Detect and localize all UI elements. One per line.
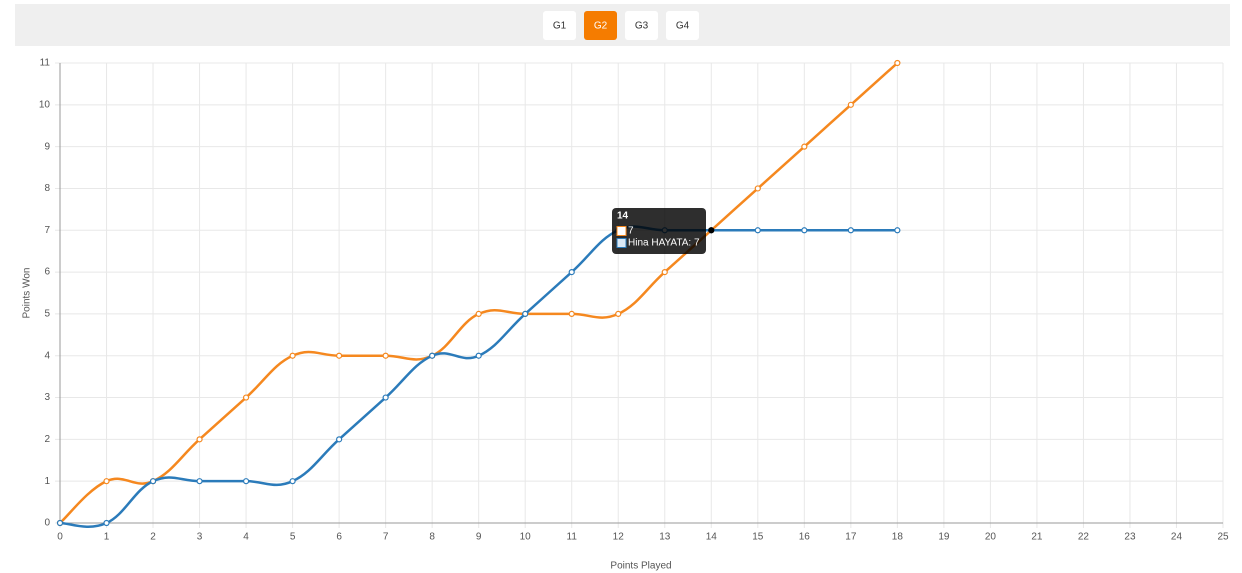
y-tick-label: 1 xyxy=(44,476,50,487)
data-point[interactable] xyxy=(242,478,250,485)
data-point[interactable] xyxy=(615,310,622,318)
data-point[interactable] xyxy=(382,352,389,359)
x-tick-label: 3 xyxy=(197,532,203,543)
data-point[interactable] xyxy=(568,310,575,318)
y-axis-title: Points Won xyxy=(22,268,33,319)
x-tick-label: 23 xyxy=(1124,532,1136,543)
tab-label[interactable]: G2 xyxy=(594,21,608,32)
data-point[interactable] xyxy=(475,352,482,359)
x-tick-label: 2 xyxy=(150,532,156,543)
x-tick-label: 22 xyxy=(1078,532,1090,543)
x-tick-label: 5 xyxy=(290,532,296,543)
x-tick-label: 4 xyxy=(243,532,249,543)
tab-label[interactable]: G4 xyxy=(676,21,690,32)
data-point[interactable] xyxy=(475,310,482,318)
data-point[interactable] xyxy=(661,268,668,276)
x-tick-label: 1 xyxy=(104,532,110,543)
data-point[interactable] xyxy=(289,352,296,359)
x-tick-label: 20 xyxy=(985,532,997,543)
tab-group: G1 G2 G3 G4 xyxy=(543,11,699,40)
tooltip-item: 7 xyxy=(628,226,634,237)
data-point[interactable] xyxy=(801,227,808,234)
tab[interactable] xyxy=(666,11,699,40)
data-point[interactable] xyxy=(336,436,343,443)
data-point[interactable] xyxy=(894,59,901,67)
data-point[interactable] xyxy=(382,394,389,401)
y-tick-label: 5 xyxy=(44,309,50,320)
x-tick-label: 25 xyxy=(1217,532,1229,543)
data-point[interactable] xyxy=(847,101,854,108)
x-tick-label: 18 xyxy=(892,532,904,543)
data-point[interactable] xyxy=(754,185,761,192)
data-point[interactable] xyxy=(568,268,575,276)
data-point[interactable] xyxy=(289,478,296,485)
tooltip-swatch xyxy=(616,226,627,236)
y-tick-label: 0 xyxy=(44,518,50,529)
x-tick-label: 8 xyxy=(429,532,435,543)
x-axis-title: Points Played xyxy=(610,561,671,572)
x-tick-label: 9 xyxy=(476,532,482,543)
tab-label[interactable]: G1 xyxy=(553,21,567,32)
x-tick-label: 24 xyxy=(1171,532,1183,543)
tooltip-title: 14 xyxy=(617,211,629,222)
tooltip-swatch xyxy=(616,238,627,248)
y-tick-label: 10 xyxy=(39,99,51,110)
x-tick-label: 14 xyxy=(706,532,718,543)
y-tick-label: 2 xyxy=(44,434,50,445)
y-tick-label: 4 xyxy=(44,350,50,361)
x-tick-label: 10 xyxy=(520,532,532,543)
tab[interactable] xyxy=(584,11,617,40)
tab[interactable] xyxy=(625,11,658,40)
x-tick-label: 16 xyxy=(799,532,811,543)
data-point[interactable] xyxy=(894,227,901,234)
data-point[interactable] xyxy=(56,519,64,527)
tooltip-box xyxy=(612,208,706,254)
x-tick-label: 19 xyxy=(938,532,950,543)
data-point[interactable] xyxy=(429,352,436,359)
y-tick-label: 3 xyxy=(44,392,50,403)
x-tick-label: 13 xyxy=(659,532,671,543)
data-point[interactable] xyxy=(522,310,529,318)
data-point[interactable] xyxy=(847,227,854,234)
data-point[interactable] xyxy=(103,519,110,527)
data-point[interactable] xyxy=(196,436,203,443)
data-point[interactable] xyxy=(754,227,761,234)
x-tick-label: 15 xyxy=(752,532,764,543)
x-tick-label: 6 xyxy=(336,532,342,543)
y-tick-label: 7 xyxy=(44,225,50,236)
data-point[interactable] xyxy=(149,478,157,485)
tooltip-item: Hina HAYATA: 7 xyxy=(628,238,700,249)
data-point[interactable] xyxy=(196,478,203,485)
tab-bar xyxy=(15,4,1230,46)
tab-label[interactable]: G3 xyxy=(635,21,649,32)
x-tick-label: 17 xyxy=(845,532,857,543)
y-tick-label: 11 xyxy=(40,58,51,69)
y-tick-label: 8 xyxy=(44,183,50,194)
data-point[interactable] xyxy=(103,478,110,485)
x-tick-label: 12 xyxy=(613,532,625,543)
y-tick-label: 9 xyxy=(44,141,50,152)
data-point[interactable] xyxy=(242,394,250,401)
x-tick-label: 7 xyxy=(383,532,389,543)
x-tick-label: 11 xyxy=(567,532,578,543)
data-point[interactable] xyxy=(801,143,808,150)
data-point[interactable] xyxy=(336,352,343,359)
x-tick-label: 21 xyxy=(1031,532,1043,543)
tab[interactable] xyxy=(543,11,576,40)
x-tick-label: 0 xyxy=(57,532,63,543)
hover-point xyxy=(708,227,715,234)
y-tick-label: 6 xyxy=(44,267,50,278)
